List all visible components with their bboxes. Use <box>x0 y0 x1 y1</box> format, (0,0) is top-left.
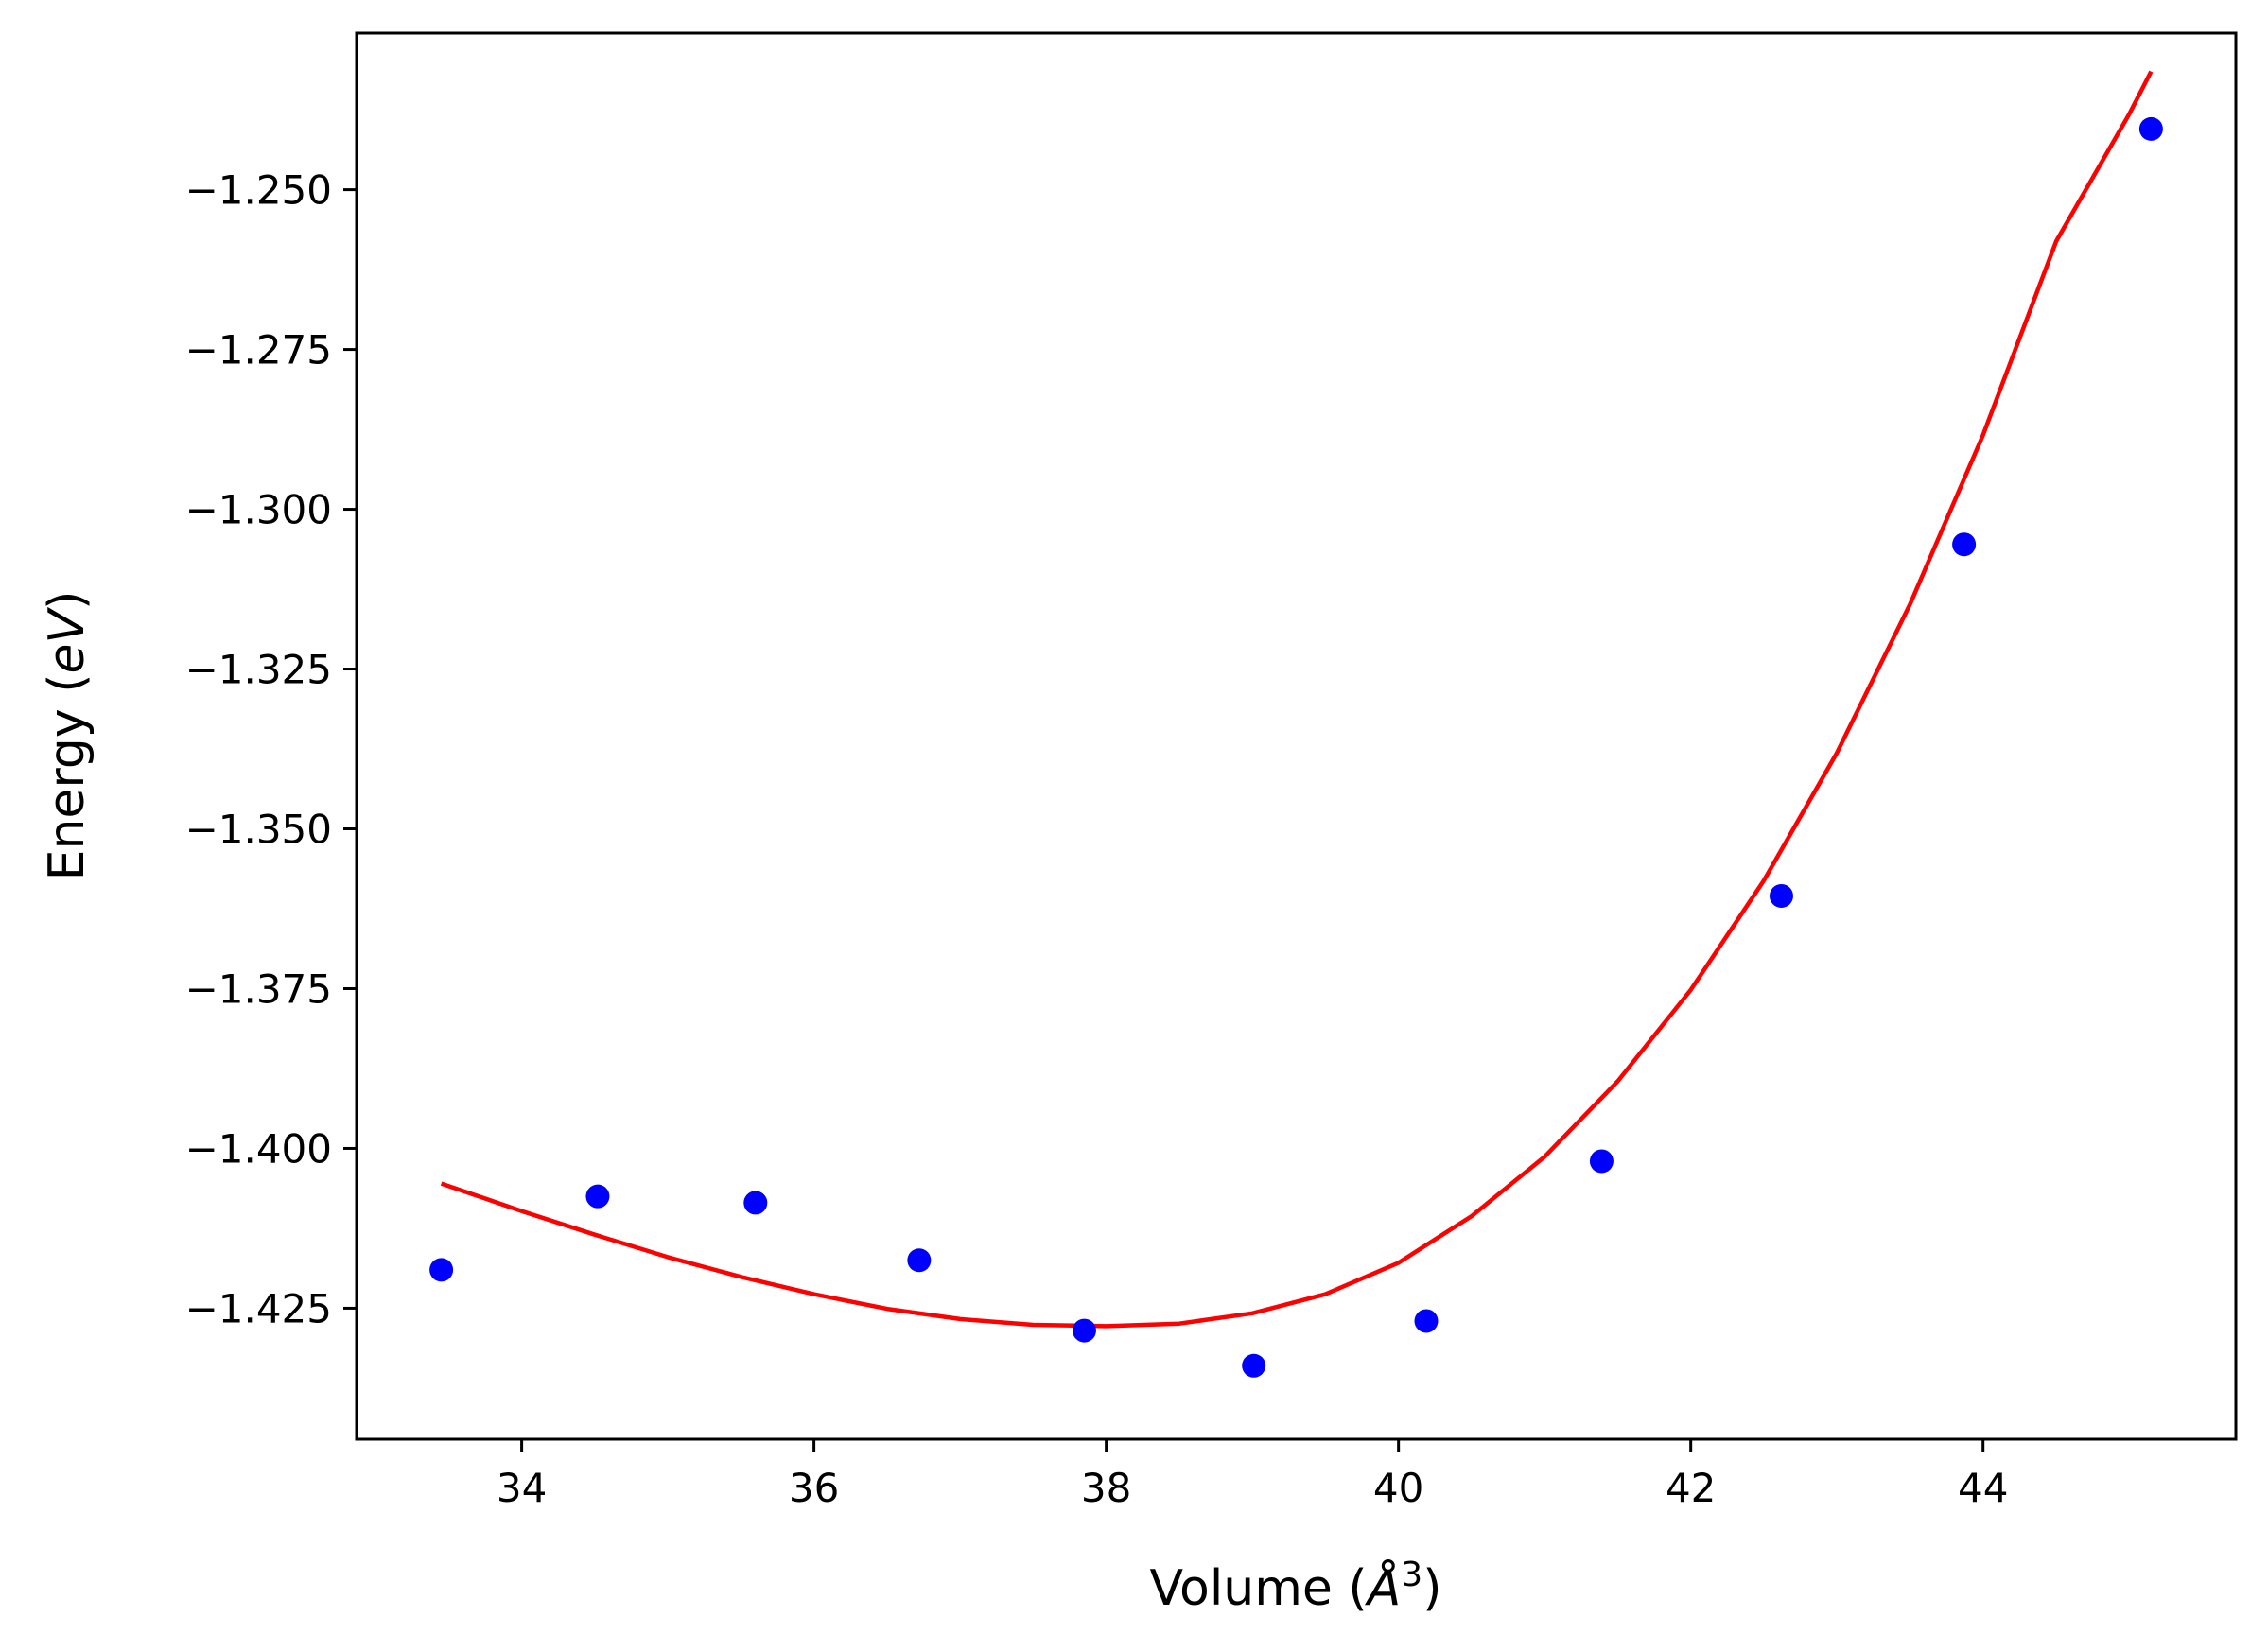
x-tick-label: 42 <box>1666 1465 1716 1511</box>
data-point <box>1589 1149 1614 1174</box>
y-tick-label: −1.400 <box>185 1125 332 1172</box>
y-tick-label: −1.250 <box>185 167 332 214</box>
data-point <box>585 1184 610 1209</box>
y-axis-ticks: −1.250 −1.275 −1.300 −1.325 −1.350 −1.375 −1.4… <box>185 167 357 1331</box>
y-tick-label: −1.300 <box>185 487 332 533</box>
plot-area <box>357 33 2236 1439</box>
x-tick-label: 44 <box>1958 1465 2008 1511</box>
data-point <box>1414 1309 1439 1333</box>
fit-layer <box>440 70 2154 1329</box>
fit-curve <box>440 70 2154 1329</box>
y-tick-label: −1.375 <box>185 965 332 1012</box>
data-point <box>2138 116 2163 141</box>
y-tick-label: −1.350 <box>185 807 332 853</box>
plot-frame <box>355 31 2238 1441</box>
x-tick-label: 34 <box>497 1465 547 1511</box>
x-tick-label: 36 <box>789 1465 839 1511</box>
x-axis-label: Volume (Å3) <box>1150 1556 1442 1618</box>
y-tick-label: −1.275 <box>185 327 332 374</box>
data-point <box>1952 532 1977 557</box>
data-point <box>1072 1318 1096 1343</box>
data-point <box>743 1191 768 1215</box>
y-tick-label: −1.325 <box>185 647 332 693</box>
data-point <box>907 1248 932 1273</box>
y-tick-label: −1.425 <box>185 1285 332 1331</box>
data-point <box>429 1258 454 1282</box>
x-axis-ticks: 34 36 38 40 42 44 <box>497 1439 2008 1511</box>
data-point <box>1242 1353 1266 1378</box>
data-point <box>1769 883 1793 908</box>
x-tick-label: 40 <box>1373 1465 1423 1511</box>
points-layer <box>429 116 2163 1378</box>
y-axis-label: Energy (eV) <box>39 591 96 881</box>
x-tick-label: 38 <box>1081 1465 1131 1511</box>
